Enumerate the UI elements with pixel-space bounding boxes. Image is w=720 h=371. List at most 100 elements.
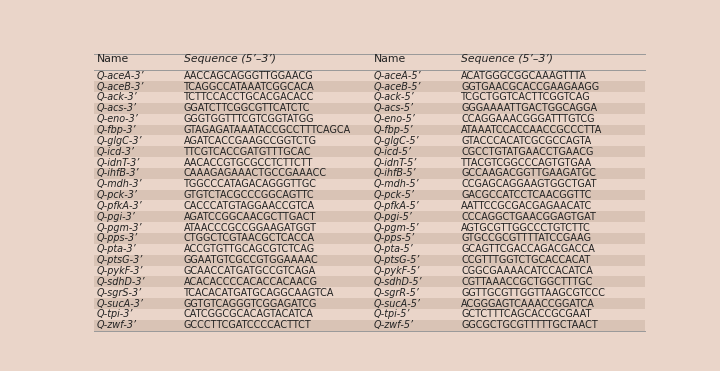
Text: Q-acs-3’: Q-acs-3’ [96, 103, 137, 113]
Bar [94, 309, 645, 320]
Text: CGTTAAACCGCTGGCTTTGC: CGTTAAACCGCTGGCTTTGC [461, 277, 593, 287]
Text: Q-tpi-5’: Q-tpi-5’ [374, 309, 410, 319]
Text: Name: Name [374, 55, 405, 65]
Text: Q-pgm-3’: Q-pgm-3’ [96, 223, 142, 233]
Text: Q-eno-5’: Q-eno-5’ [374, 114, 415, 124]
Text: Q-pck-3’: Q-pck-3’ [96, 190, 138, 200]
Text: Q-sdhD-3’: Q-sdhD-3’ [96, 277, 145, 287]
Text: GCAACCATGATGCCGTCAGA: GCAACCATGATGCCGTCAGA [184, 266, 316, 276]
Text: ATAACCCGCCGGAAGATGGT: ATAACCCGCCGGAAGATGGT [184, 223, 317, 233]
Text: Q-ptsG-3’: Q-ptsG-3’ [96, 255, 143, 265]
Text: Q-pta-5’: Q-pta-5’ [374, 244, 413, 255]
Text: Q-tpi-3’: Q-tpi-3’ [96, 309, 133, 319]
Text: GGTGAACGCACCGAAGAAGG: GGTGAACGCACCGAAGAAGG [461, 82, 599, 92]
Text: Q-sgrR-5’: Q-sgrR-5’ [374, 288, 419, 298]
Text: Q-aceB-3’: Q-aceB-3’ [96, 82, 144, 92]
Bar [94, 114, 645, 125]
Text: Q-icd-3’: Q-icd-3’ [96, 147, 135, 157]
Text: CCGAGCAGGAAGTGGCTGAT: CCGAGCAGGAAGTGGCTGAT [461, 179, 597, 189]
Text: Q-pgi-3’: Q-pgi-3’ [96, 212, 135, 222]
Text: CGCCTGTATGAACCTGAACG: CGCCTGTATGAACCTGAACG [461, 147, 593, 157]
Text: Q-pgm-5’: Q-pgm-5’ [374, 223, 419, 233]
Text: GTACCCACATCGCGCCAGTA: GTACCCACATCGCGCCAGTA [461, 136, 591, 146]
Bar [94, 103, 645, 114]
Text: Q-sgrS-3’: Q-sgrS-3’ [96, 288, 142, 298]
Text: GCCCTTCGATCCCCACTTCT: GCCCTTCGATCCCCACTTCT [184, 320, 312, 330]
Text: Q-ihfB-5’: Q-ihfB-5’ [374, 168, 416, 178]
Text: Q-pykF-3’: Q-pykF-3’ [96, 266, 143, 276]
Text: Q-idnT-5’: Q-idnT-5’ [374, 158, 417, 167]
Bar [94, 255, 645, 266]
Text: Q-eno-3’: Q-eno-3’ [96, 114, 138, 124]
Text: Q-mdh-3’: Q-mdh-3’ [96, 179, 142, 189]
Text: GTGTCTACGCCCGGCAGTTC: GTGTCTACGCCCGGCAGTTC [184, 190, 315, 200]
Text: TGGCCCATAGACAGGGTTGC: TGGCCCATAGACAGGGTTGC [184, 179, 317, 189]
Bar [94, 320, 645, 331]
Text: GCTCTTTCAGCACCGCGAAT: GCTCTTTCAGCACCGCGAAT [461, 309, 591, 319]
Text: GGTTGCGTTGGTTAAGCGTCCC: GGTTGCGTTGGTTAAGCGTCCC [461, 288, 605, 298]
Text: CCAGGAAACGGGATTTGTCG: CCAGGAAACGGGATTTGTCG [461, 114, 595, 124]
Text: Q-fbp-3’: Q-fbp-3’ [96, 125, 136, 135]
Text: TCGCTGGTCACTTCGGTCAG: TCGCTGGTCACTTCGGTCAG [461, 92, 590, 102]
Text: ACATGGGCGGCAAAGTTTA: ACATGGGCGGCAAAGTTTA [461, 70, 587, 81]
Text: Q-pps-5’: Q-pps-5’ [374, 233, 415, 243]
Bar [94, 157, 645, 168]
Text: Q-pykF-5’: Q-pykF-5’ [374, 266, 420, 276]
Bar [94, 266, 645, 276]
Bar [94, 81, 645, 92]
Text: TCAGGCCATAAATCGGCACA: TCAGGCCATAAATCGGCACA [184, 82, 315, 92]
Bar [94, 92, 645, 103]
Bar [94, 222, 645, 233]
Bar [94, 168, 645, 179]
Text: ACACACCCCACACCACAACG: ACACACCCCACACCACAACG [184, 277, 318, 287]
Text: ACCGTGTTGCAGCGTCTCAG: ACCGTGTTGCAGCGTCTCAG [184, 244, 315, 255]
Text: Q-fbp-5’: Q-fbp-5’ [374, 125, 413, 135]
Text: ATAAATCCACCAACCGCCCTTA: ATAAATCCACCAACCGCCCTTA [461, 125, 603, 135]
Text: Q-pps-3’: Q-pps-3’ [96, 233, 138, 243]
Text: Name: Name [96, 55, 129, 65]
Text: CATCGGCGCACAGTACATCA: CATCGGCGCACAGTACATCA [184, 309, 314, 319]
Text: Sequence (5’–3’): Sequence (5’–3’) [461, 55, 553, 65]
Bar [94, 190, 645, 200]
Text: AATTCCGCGACGAGAACATC: AATTCCGCGACGAGAACATC [461, 201, 593, 211]
Bar [94, 70, 645, 81]
Text: Q-pck-5’: Q-pck-5’ [374, 190, 414, 200]
Text: CACCCATGTAGGAACCGTCA: CACCCATGTAGGAACCGTCA [184, 201, 315, 211]
Bar [94, 276, 645, 287]
Text: GGCGCTGCGTTTTTGCTAACT: GGCGCTGCGTTTTTGCTAACT [461, 320, 598, 330]
Text: TTACGTCGGCCCAGTGTGAA: TTACGTCGGCCCAGTGTGAA [461, 158, 593, 167]
Text: Q-icd-5’: Q-icd-5’ [374, 147, 411, 157]
Text: AACCAGCAGGGTTGGAACG: AACCAGCAGGGTTGGAACG [184, 70, 313, 81]
Text: GCAGTTCGACCAGACGACCA: GCAGTTCGACCAGACGACCA [461, 244, 595, 255]
Text: CCGTTTGGTCTGCACCACAT: CCGTTTGGTCTGCACCACAT [461, 255, 590, 265]
Bar [94, 298, 645, 309]
Text: Q-mdh-5’: Q-mdh-5’ [374, 179, 419, 189]
Text: GTAGAGATAAATACCGCCTTTCAGCA: GTAGAGATAAATACCGCCTTTCAGCA [184, 125, 351, 135]
Text: GGTGTCAGGGTCGGAGATCG: GGTGTCAGGGTCGGAGATCG [184, 299, 317, 309]
Text: Q-ihfB-3’: Q-ihfB-3’ [96, 168, 139, 178]
Text: AGTGCGTTGGCCCTGTCTTC: AGTGCGTTGGCCCTGTCTTC [461, 223, 591, 233]
Text: TCACACATGATGCAGGCAAGTCA: TCACACATGATGCAGGCAAGTCA [184, 288, 334, 298]
Text: CGGCGAAAACATCCACATCA: CGGCGAAAACATCCACATCA [461, 266, 593, 276]
Bar [94, 244, 645, 255]
Bar [94, 211, 645, 222]
Text: AGATCACCGAAGCCGGTCTG: AGATCACCGAAGCCGGTCTG [184, 136, 317, 146]
Text: GGATCTTCGGCGTTCATCTC: GGATCTTCGGCGTTCATCTC [184, 103, 310, 113]
Text: GGGAAAATTGACTGGCAGGA: GGGAAAATTGACTGGCAGGA [461, 103, 597, 113]
Text: GGGTGGTTTCGTCGGTATGG: GGGTGGTTTCGTCGGTATGG [184, 114, 314, 124]
Text: Sequence (5’–3’): Sequence (5’–3’) [184, 55, 276, 65]
Text: Q-aceB-5’: Q-aceB-5’ [374, 82, 420, 92]
Text: CCCAGGCTGAACGGAGTGAT: CCCAGGCTGAACGGAGTGAT [461, 212, 596, 222]
Text: Q-pgi-5’: Q-pgi-5’ [374, 212, 413, 222]
Text: Q-zwf-5’: Q-zwf-5’ [374, 320, 413, 330]
Text: Q-ack-3’: Q-ack-3’ [96, 92, 138, 102]
Text: Q-glgC-3’: Q-glgC-3’ [96, 136, 142, 146]
Text: Q-acs-5’: Q-acs-5’ [374, 103, 413, 113]
Text: Q-pta-3’: Q-pta-3’ [96, 244, 136, 255]
Text: Q-glgC-5’: Q-glgC-5’ [374, 136, 419, 146]
Text: Q-pfkA-3’: Q-pfkA-3’ [96, 201, 143, 211]
Text: AACACCGTGCGCCTCTTCTT: AACACCGTGCGCCTCTTCTT [184, 158, 313, 167]
Text: Q-sucA-5’: Q-sucA-5’ [374, 299, 420, 309]
Text: CTGGCTCGTAACGCTCACCA: CTGGCTCGTAACGCTCACCA [184, 233, 315, 243]
Text: Q-zwf-3’: Q-zwf-3’ [96, 320, 137, 330]
